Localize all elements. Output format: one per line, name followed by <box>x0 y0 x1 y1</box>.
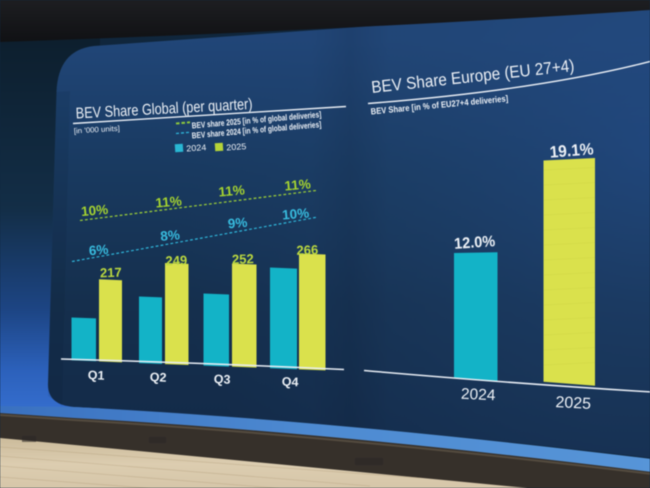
svg-text:11%: 11% <box>218 182 245 199</box>
svg-text:19.1%: 19.1% <box>549 140 595 161</box>
svg-text:266: 266 <box>296 242 318 258</box>
svg-text:9%: 9% <box>227 215 248 232</box>
svg-text:Q1: Q1 <box>88 368 105 383</box>
svg-text:2024: 2024 <box>461 386 497 405</box>
svg-text:10%: 10% <box>281 205 309 222</box>
svg-text:252: 252 <box>232 251 254 267</box>
svg-text:11%: 11% <box>284 176 311 193</box>
svg-text:2024: 2024 <box>186 142 207 153</box>
svg-text:[in '000 units]: [in '000 units] <box>74 124 120 136</box>
svg-text:6%: 6% <box>88 242 109 259</box>
svg-text:8%: 8% <box>160 227 181 244</box>
svg-text:2025: 2025 <box>555 394 592 413</box>
svg-text:2025: 2025 <box>226 141 247 152</box>
svg-text:Q2: Q2 <box>150 370 167 385</box>
svg-text:Q4: Q4 <box>282 375 299 390</box>
svg-text:11%: 11% <box>155 193 182 210</box>
svg-text:249: 249 <box>165 253 187 269</box>
svg-text:12.0%: 12.0% <box>454 233 496 253</box>
svg-text:217: 217 <box>100 265 122 281</box>
svg-text:Q3: Q3 <box>214 372 231 387</box>
svg-text:10%: 10% <box>80 202 108 219</box>
